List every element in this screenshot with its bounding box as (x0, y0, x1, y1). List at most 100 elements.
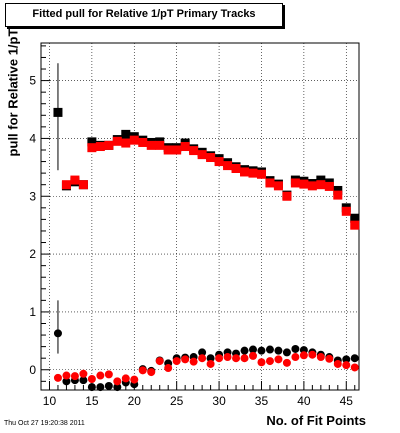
circle-marker (189, 357, 198, 366)
square-marker (214, 157, 224, 167)
square-marker (189, 146, 199, 156)
square-marker (350, 220, 360, 230)
circle-marker (342, 355, 351, 364)
x-tick-label: 40 (297, 394, 311, 408)
y-tick-label: 5 (29, 74, 36, 88)
square-marker (206, 153, 216, 163)
circle-marker (265, 345, 274, 354)
circle-marker (333, 359, 342, 368)
circle-marker (104, 381, 113, 390)
circle-marker (291, 353, 300, 362)
circle-marker (155, 357, 164, 366)
square-marker (223, 161, 233, 171)
square-marker (121, 129, 131, 139)
circle-marker (164, 364, 173, 373)
circle-marker (282, 348, 291, 357)
square-marker (350, 213, 360, 223)
circle-marker (104, 370, 113, 379)
circle-marker (87, 375, 96, 384)
circle-marker (257, 358, 266, 367)
y-tick-label: 2 (29, 247, 36, 261)
circle-marker (274, 355, 283, 364)
square-marker (121, 138, 131, 148)
y-tick-label: 4 (29, 131, 36, 145)
square-marker (138, 137, 148, 147)
square-marker (87, 137, 97, 147)
circle-marker (342, 361, 351, 370)
square-marker (61, 180, 71, 190)
circle-marker (350, 354, 359, 363)
square-marker (129, 135, 139, 145)
circle-marker (249, 345, 257, 354)
circle-marker (265, 357, 274, 366)
circle-marker (62, 371, 71, 380)
plot-frame (40, 42, 360, 391)
x-tick-label: 10 (43, 394, 57, 408)
square-marker (256, 169, 266, 179)
square-marker (87, 143, 97, 153)
circle-marker (223, 353, 232, 362)
circle-marker (350, 363, 359, 372)
circle-marker (206, 359, 215, 368)
square-marker (333, 190, 343, 200)
circle-marker (249, 351, 257, 360)
circle-marker (70, 372, 79, 381)
circle-marker (274, 346, 283, 355)
square-marker (112, 136, 122, 146)
circle-marker (121, 374, 130, 383)
title-box: Fitted pull for Relative 1/pT Primary Tr… (5, 3, 283, 27)
circle-marker (96, 371, 105, 380)
circle-marker (172, 357, 181, 366)
chart-title: Fitted pull for Relative 1/pT Primary Tr… (32, 8, 256, 20)
square-marker (290, 178, 300, 188)
square-marker (316, 180, 326, 190)
square-marker (104, 140, 114, 150)
circle-marker (215, 354, 224, 363)
circle-marker (113, 383, 122, 392)
data-points (53, 107, 360, 392)
square-marker (307, 181, 317, 191)
timestamp: Thu Oct 27 19:20:38 2011 (4, 420, 85, 427)
square-marker (282, 191, 292, 201)
square-marker (265, 178, 275, 188)
circle-marker (299, 351, 308, 360)
axis-ticks (40, 45, 356, 390)
square-marker (248, 168, 258, 178)
y-tick-label: 3 (29, 189, 36, 203)
x-tick-label: 30 (212, 394, 226, 408)
circle-marker (198, 348, 207, 357)
circle-marker (198, 354, 207, 363)
x-tick-label: 25 (170, 394, 184, 408)
circle-marker (138, 366, 147, 375)
square-marker (146, 140, 156, 150)
square-marker (70, 175, 80, 185)
square-marker (324, 181, 334, 191)
grid-lines (41, 43, 359, 390)
square-marker (240, 167, 250, 177)
square-marker (180, 142, 190, 152)
circle-marker (257, 346, 266, 355)
circle-marker (79, 376, 88, 385)
x-axis-label: No. of Fit Points (266, 413, 366, 428)
x-tick-label: 15 (85, 394, 99, 408)
circle-marker (147, 368, 156, 377)
y-tick-label: 1 (29, 305, 36, 319)
circle-marker (96, 383, 105, 392)
x-tick-label: 20 (128, 394, 142, 408)
square-marker (95, 142, 105, 152)
square-marker (197, 150, 207, 160)
square-marker (341, 206, 351, 216)
circle-marker (291, 344, 300, 353)
circle-marker (53, 329, 62, 338)
square-marker (155, 140, 165, 150)
square-marker (172, 145, 182, 155)
circle-marker (240, 346, 249, 355)
circle-marker (232, 354, 241, 363)
circle-marker (316, 353, 325, 362)
circle-marker (181, 355, 190, 364)
square-marker (333, 185, 343, 195)
circle-marker (79, 369, 88, 378)
square-marker (231, 163, 241, 173)
